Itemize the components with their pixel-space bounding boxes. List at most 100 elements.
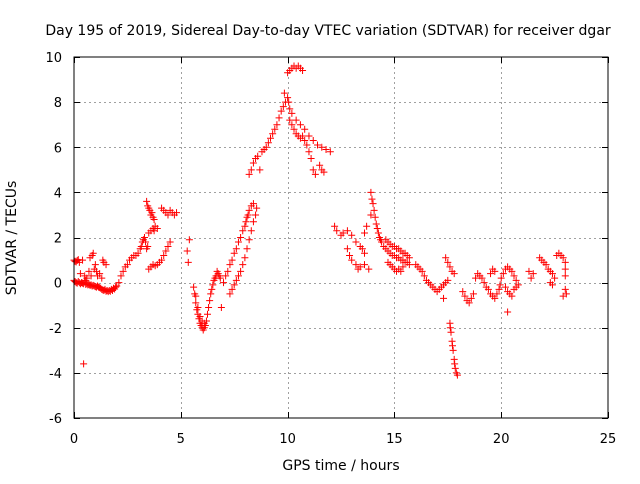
data-point xyxy=(343,227,351,235)
data-point xyxy=(322,146,330,154)
data-point xyxy=(352,238,360,246)
data-point xyxy=(83,274,91,282)
data-point xyxy=(508,267,516,275)
y-tick-label: -6 xyxy=(49,412,62,427)
data-point xyxy=(224,267,232,275)
data-point xyxy=(252,211,260,219)
data-point xyxy=(480,279,488,287)
data-point xyxy=(459,288,467,296)
data-point xyxy=(374,229,382,237)
data-point xyxy=(166,238,174,246)
data-point xyxy=(140,234,148,241)
x-tick-label: 15 xyxy=(386,432,403,447)
data-point xyxy=(348,231,356,239)
data-point xyxy=(284,94,292,102)
data-point xyxy=(561,285,569,293)
data-point xyxy=(356,263,364,271)
data-point xyxy=(226,290,234,298)
data-point xyxy=(301,136,309,144)
data-point xyxy=(367,211,375,219)
data-point xyxy=(153,224,161,232)
data-point xyxy=(288,121,296,129)
data-point xyxy=(446,324,454,332)
data-point xyxy=(561,272,569,280)
y-tick-label: 0 xyxy=(54,277,62,292)
data-point xyxy=(451,360,459,368)
data-point xyxy=(285,98,293,106)
data-point xyxy=(348,256,356,264)
data-point xyxy=(292,116,300,124)
data-point xyxy=(559,254,567,262)
data-point xyxy=(247,227,255,235)
data-point xyxy=(253,204,261,212)
data-point xyxy=(367,188,375,196)
y-tick-label: -2 xyxy=(49,322,62,337)
y-tick-label: 10 xyxy=(45,51,62,66)
data-point xyxy=(267,134,275,142)
data-point xyxy=(249,200,257,208)
data-point xyxy=(85,267,93,275)
data-point xyxy=(358,245,366,253)
data-point xyxy=(208,285,216,293)
data-point xyxy=(204,310,211,318)
data-point xyxy=(487,270,495,278)
data-point xyxy=(196,312,204,320)
data-point xyxy=(561,265,569,273)
data-point xyxy=(497,274,505,282)
data-point xyxy=(467,294,475,302)
data-point xyxy=(87,272,95,280)
data-point xyxy=(234,272,242,280)
data-point xyxy=(343,245,351,253)
data-point xyxy=(339,229,347,237)
data-point xyxy=(303,141,311,149)
data-point xyxy=(365,265,373,273)
y-tick-label: 8 xyxy=(54,96,62,111)
data-point xyxy=(318,143,326,151)
data-point xyxy=(185,236,193,244)
data-point xyxy=(206,297,214,305)
data-point xyxy=(184,258,192,266)
data-point xyxy=(561,258,569,266)
data-point xyxy=(346,252,354,260)
data-point xyxy=(256,166,264,174)
data-point xyxy=(333,227,341,235)
data-point xyxy=(264,139,272,147)
y-tick-label: -4 xyxy=(49,367,62,382)
data-point xyxy=(309,166,317,174)
data-point xyxy=(548,270,556,278)
y-tick-labels: -6 -4 -2 0 2 4 6 8 10 xyxy=(45,51,62,427)
data-point xyxy=(527,274,535,282)
data-point xyxy=(290,125,298,133)
data-point xyxy=(525,267,533,275)
data-point xyxy=(200,319,208,327)
y-axis-label: SDTVAR / TECUs xyxy=(4,181,20,296)
data-point xyxy=(491,294,499,302)
data-point xyxy=(80,360,88,368)
data-point xyxy=(559,292,567,300)
data-point xyxy=(190,283,198,291)
data-point xyxy=(363,222,371,230)
data-point xyxy=(397,267,405,275)
data-point xyxy=(305,148,313,156)
data-point xyxy=(472,274,480,282)
chart-title: Day 195 of 2019, Sidereal Day-to-day VTE… xyxy=(45,23,611,39)
x-tick-label: 5 xyxy=(177,432,185,447)
data-point xyxy=(79,256,87,264)
data-point xyxy=(504,308,512,316)
data-point xyxy=(137,243,145,251)
data-point xyxy=(444,258,452,266)
data-point xyxy=(314,141,322,149)
data-point xyxy=(372,220,380,228)
data-point xyxy=(451,364,459,372)
x-tick-labels: 0 5 10 15 20 25 xyxy=(70,432,616,447)
data-point xyxy=(143,197,151,205)
data-point xyxy=(183,247,191,255)
data-point xyxy=(245,236,253,244)
data-point xyxy=(162,247,170,255)
data-point xyxy=(216,274,224,282)
y-tick-label: 6 xyxy=(54,141,62,156)
data-point xyxy=(548,281,556,289)
data-point xyxy=(542,261,550,269)
